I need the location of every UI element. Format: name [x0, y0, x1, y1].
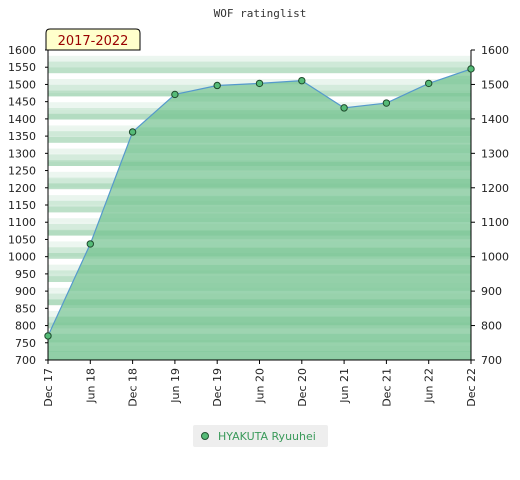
period-badge-box — [45, 28, 141, 51]
data-point — [44, 332, 52, 340]
y-tick-label-left: 1550 — [8, 61, 36, 74]
area-band — [48, 290, 471, 300]
y-tick-label-left: 1400 — [8, 113, 36, 126]
background-band — [48, 73, 471, 80]
area-band — [48, 170, 471, 179]
area-band — [48, 84, 471, 93]
background-band — [48, 61, 471, 68]
data-point — [467, 65, 475, 73]
area-band — [48, 67, 471, 76]
y-tick-label-right: 1100 — [481, 216, 509, 229]
background-band — [48, 67, 471, 74]
y-tick-label-left: 1300 — [8, 147, 36, 160]
y-tick-label-right: 700 — [481, 354, 502, 367]
y-tick-label-left: 1600 — [8, 44, 36, 57]
y-tick-label-right: 900 — [481, 285, 502, 298]
y-tick-label-right: 1000 — [481, 251, 509, 264]
y-axis-left: 700 750 800 850 900 950 1000 1050 1100 1150 1200 12… — [8, 44, 48, 367]
area-band — [48, 273, 471, 283]
y-tick-label-left: 1450 — [8, 96, 36, 109]
background-band — [48, 50, 471, 57]
data-point — [340, 104, 348, 112]
area-band — [48, 50, 471, 59]
legend-label: HYAKUTA Ryuuhei — [218, 429, 316, 443]
legend-marker-icon — [201, 432, 209, 440]
legend: HYAKUTA Ryuuhei — [193, 425, 328, 447]
area-band — [48, 153, 471, 162]
period-badge: 2017-2022 — [45, 28, 141, 51]
y-tick-label-left: 1350 — [8, 130, 36, 143]
area-band — [48, 256, 471, 265]
area-layer — [48, 50, 471, 360]
data-point — [425, 79, 433, 88]
y-tick-label-left: 900 — [15, 285, 36, 298]
area-band — [48, 118, 471, 128]
y-tick-label-right: 1400 — [481, 113, 509, 126]
chart-title: WOF ratinglist — [214, 7, 307, 20]
data-point — [382, 99, 391, 107]
area-band — [48, 187, 471, 197]
period-badge-label: 2017-2022 — [58, 34, 129, 49]
y-tick-label-left: 1000 — [8, 251, 36, 264]
y-tick-label-left: 1500 — [8, 78, 36, 91]
area-band — [48, 222, 471, 231]
area-band — [48, 136, 471, 145]
area-band — [48, 101, 471, 111]
x-tick-label: Dec 20 — [296, 368, 309, 407]
area-band — [48, 239, 471, 248]
y-tick-label-right: 1600 — [481, 44, 509, 57]
y-tick-label-left: 1100 — [8, 216, 36, 229]
data-point — [171, 90, 179, 99]
x-tick-label: Jun 19 — [169, 368, 182, 404]
x-tick-label: Dec 17 — [42, 368, 55, 407]
series-area — [48, 68, 471, 360]
y-tick-label-right: 1300 — [481, 147, 509, 160]
x-tick-label: Dec 19 — [211, 368, 224, 407]
x-tick-label: Dec 18 — [127, 368, 140, 407]
x-tick-label: Dec 22 — [465, 368, 478, 407]
data-point — [128, 128, 137, 136]
x-tick-label: Jun 18 — [84, 368, 97, 404]
y-tick-label-left: 1250 — [8, 165, 36, 178]
y-tick-label-right: 1200 — [481, 182, 509, 195]
x-axis: Dec 17 Jun 18 Dec 18 Jun 19 Dec 19 Jun 20 Dec … — [42, 360, 478, 407]
data-point — [255, 79, 264, 88]
data-markers — [44, 65, 475, 340]
data-point — [298, 76, 306, 85]
y-axis-right: 700 800 900 1000 1100 1200 1300 1400 1500 1600 — [471, 44, 509, 367]
background-band — [48, 55, 471, 63]
y-tick-label-left: 950 — [15, 268, 36, 281]
area-band — [48, 308, 471, 317]
area-band — [48, 342, 471, 351]
y-tick-label-right: 1500 — [481, 78, 509, 91]
y-tick-label-left: 800 — [15, 320, 36, 333]
x-tick-label: Jun 22 — [423, 368, 436, 404]
x-tick-label: Jun 20 — [254, 368, 267, 404]
area-band — [48, 325, 471, 334]
y-tick-label-left: 700 — [15, 354, 36, 367]
y-tick-label-left: 1200 — [8, 182, 36, 195]
area-band — [48, 204, 471, 214]
data-point — [213, 81, 221, 90]
data-point — [86, 240, 95, 248]
y-tick-label-left: 750 — [15, 337, 36, 350]
x-tick-label: Jun 21 — [338, 368, 351, 404]
y-tick-label-left: 850 — [15, 302, 36, 315]
x-tick-label: Dec 21 — [380, 368, 393, 407]
y-tick-label-left: 1050 — [8, 233, 36, 246]
y-tick-label-right: 800 — [481, 320, 502, 333]
y-tick-label-left: 1150 — [8, 199, 36, 212]
